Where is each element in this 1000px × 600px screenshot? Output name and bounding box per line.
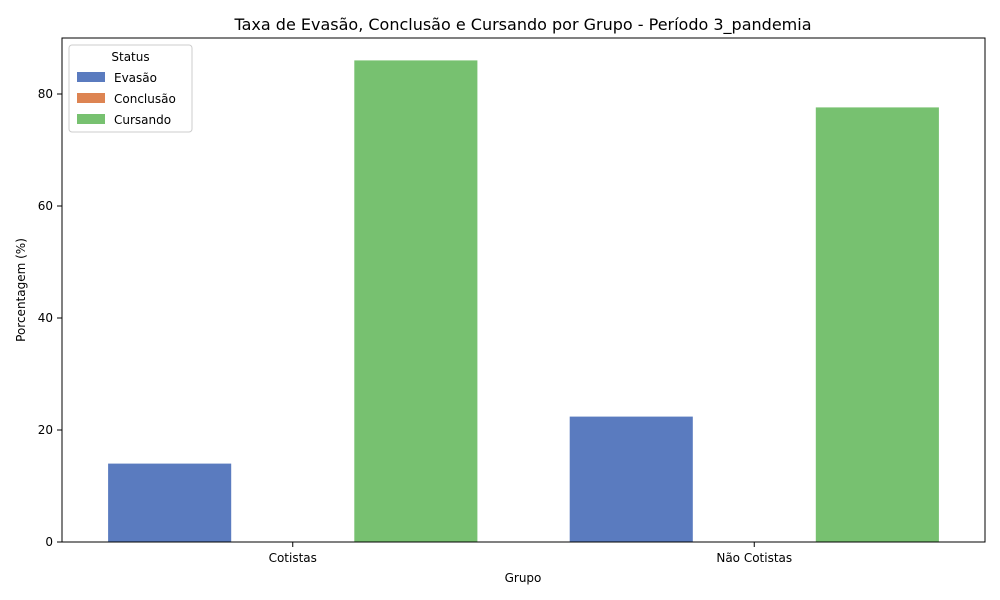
bar (108, 463, 232, 542)
x-axis-label: Grupo (505, 571, 542, 585)
y-axis-label: Porcentagem (%) (14, 238, 28, 342)
legend-label: Conclusão (114, 92, 176, 106)
y-tick-label: 40 (38, 311, 53, 325)
x-tick-label: Não Cotistas (716, 551, 792, 565)
legend-swatch (77, 72, 105, 82)
legend-label: Cursando (114, 113, 171, 127)
x-axis: Cotistas Não Cotistas (269, 542, 792, 565)
bar (354, 60, 478, 543)
legend-swatch (77, 114, 105, 124)
y-tick-label: 60 (38, 199, 53, 213)
legend-title: Status (111, 50, 149, 64)
x-tick-label: Cotistas (269, 551, 317, 565)
y-tick-label: 0 (45, 535, 53, 549)
legend-swatch (77, 93, 105, 103)
legend: Status Evasão Conclusão Cursando (68, 44, 193, 133)
legend-box (68, 44, 193, 133)
plot-frame (61, 37, 986, 543)
chart-title: Taxa de Evasão, Conclusão e Cursando por… (234, 15, 812, 35)
y-tick-label: 80 (38, 87, 53, 101)
bar (815, 107, 939, 543)
y-tick-label: 20 (38, 423, 53, 437)
y-axis: 0 20 40 60 80 (38, 87, 62, 549)
legend-label: Evasão (114, 71, 157, 85)
plot-area (61, 37, 986, 543)
bar (569, 416, 693, 542)
